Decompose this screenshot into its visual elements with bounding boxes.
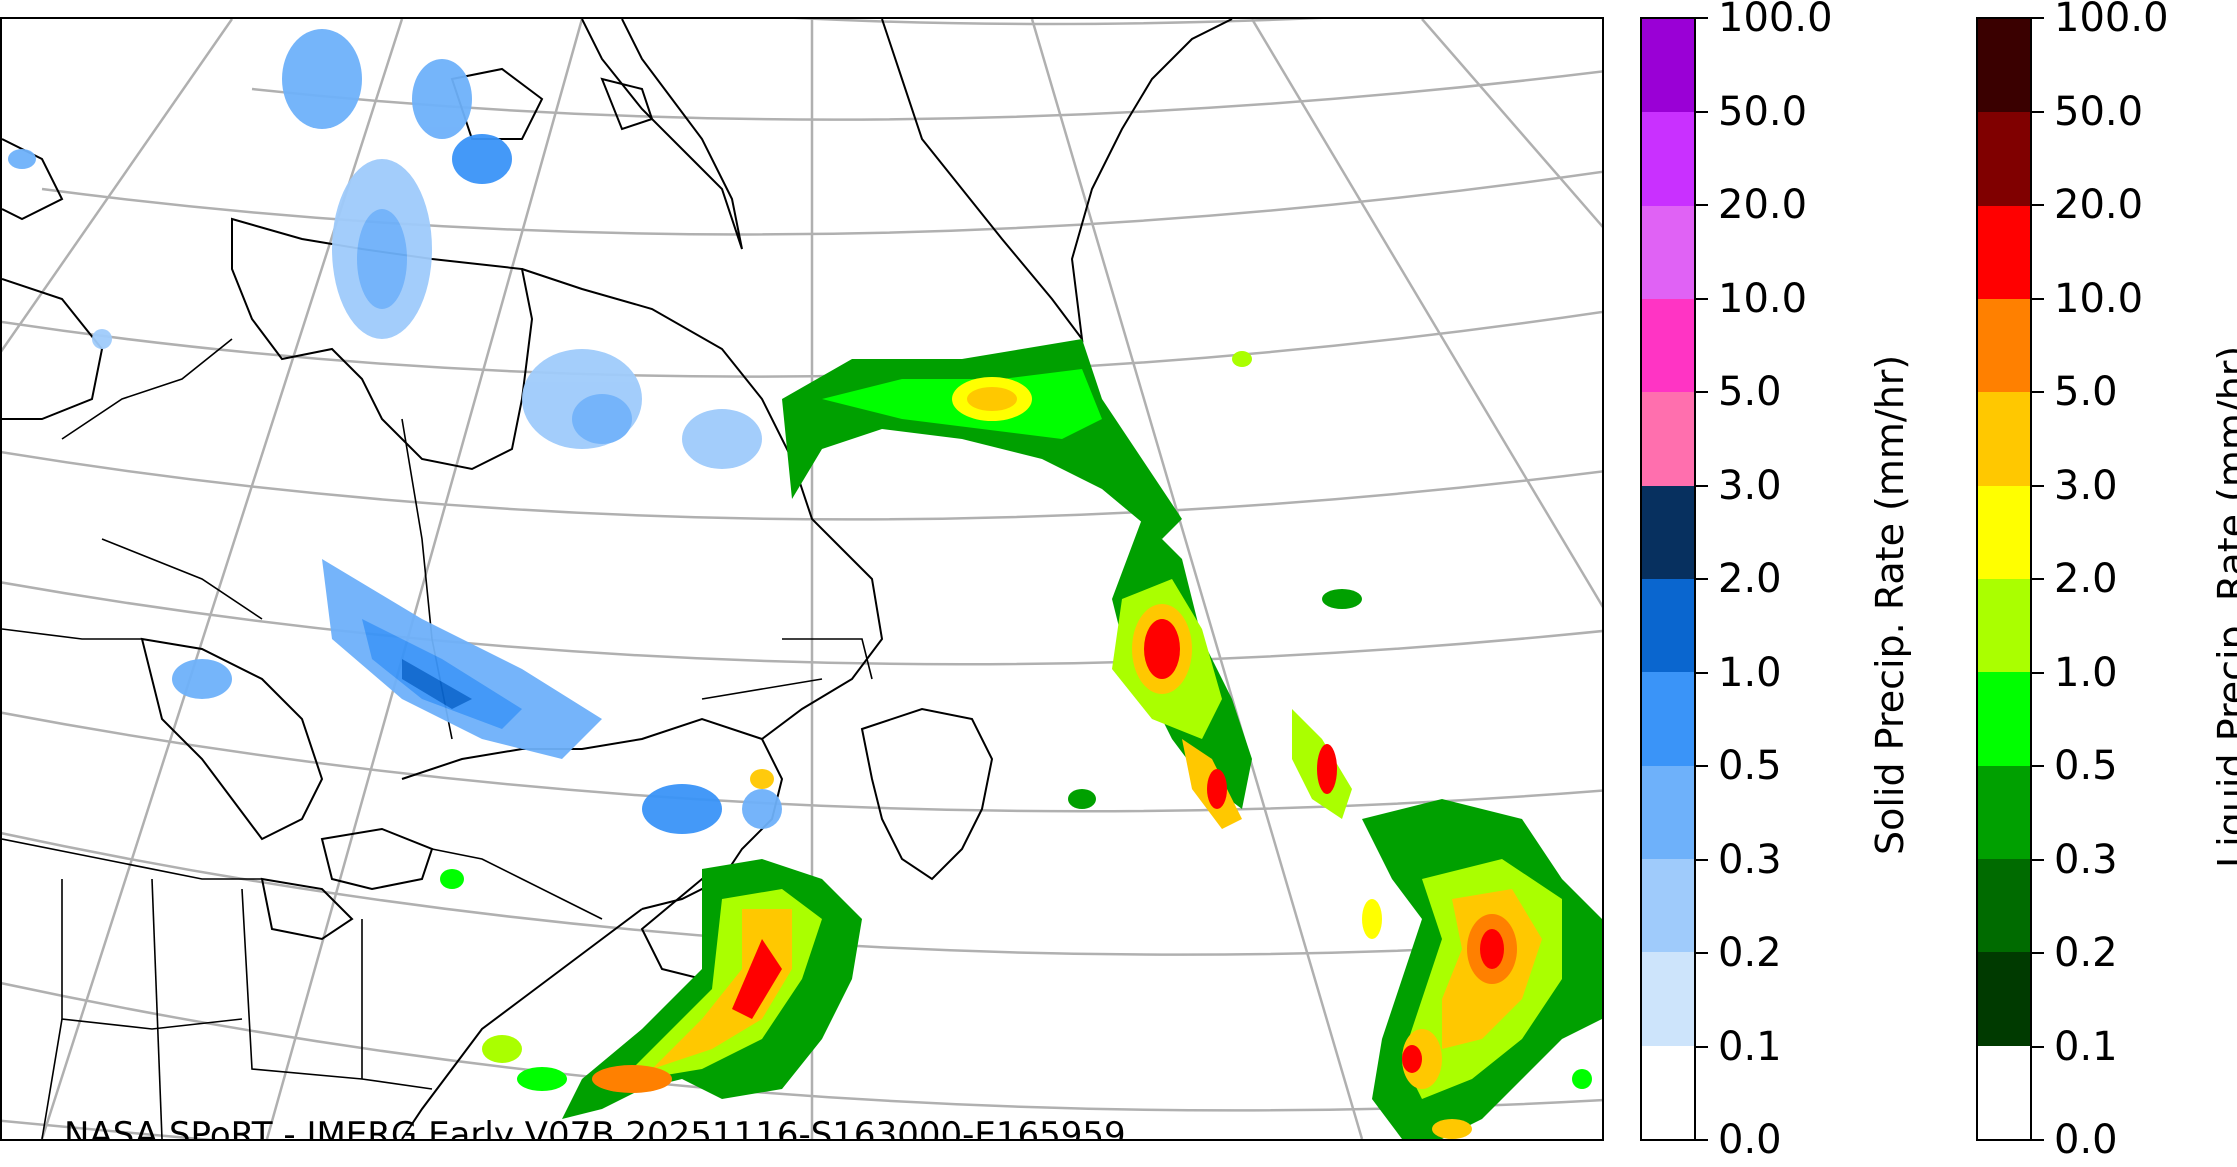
liquid-colorbar-tick-label: 0.2 <box>2054 930 2118 976</box>
liquid-colorbar-tick-label: 50.0 <box>2054 88 2144 135</box>
solid-colorbar-segment <box>1642 392 1694 486</box>
liquid-colorbar-ticks: 0.0 0.1 0.2 0.3 0.5 1.0 2.0 3.0 5.0 10.0 20.0 50.0 1… <box>2032 0 2169 1162</box>
liquid-colorbar-tick-label: 3.0 <box>2054 462 2118 509</box>
solid-colorbar-tick-label: 3.0 <box>1718 462 1782 509</box>
solid-colorbar-segment <box>1642 112 1694 206</box>
solid-colorbar-tick-label: 5.0 <box>1718 369 1782 415</box>
solid-colorbar-tick-label: 50.0 <box>1718 88 1808 135</box>
solid-colorbar-segment <box>1642 1045 1694 1139</box>
solid-precip-areas <box>8 29 782 834</box>
solid-colorbar-tick-label: 0.3 <box>1718 836 1782 883</box>
liquid-colorbar-segment <box>1978 579 2030 673</box>
solid-precip-colorbar <box>1640 17 1696 1141</box>
map-graphic <box>2 19 1602 1139</box>
liquid-colorbar-segment <box>1978 112 2030 206</box>
liquid-colorbar-segment <box>1978 1045 2030 1139</box>
solid-colorbar-label: Solid Precip. Rate (mm/hr) <box>1868 354 1912 855</box>
liquid-colorbar-segment <box>1978 205 2030 300</box>
liquid-colorbar-tick-label: 5.0 <box>2054 369 2118 415</box>
solid-colorbar-tick-label: 0.2 <box>1718 930 1782 976</box>
political-borders <box>2 338 873 1139</box>
liquid-precip-areas <box>440 339 1602 1139</box>
solid-colorbar-ticks: 0.0 0.1 0.2 0.3 0.5 1.0 2.0 3.0 5.0 10.0 20.0 50.0 1… <box>1696 0 1833 1162</box>
liquid-colorbar-segment <box>1978 952 2030 1046</box>
liquid-colorbar-tick-label: 1.0 <box>2054 649 2118 696</box>
liquid-colorbar-segment <box>1978 299 2030 393</box>
liquid-colorbar-segment <box>1978 19 2030 113</box>
liquid-colorbar-tick-label: 0.3 <box>2054 836 2118 883</box>
liquid-colorbar-tick-label: 20.0 <box>2054 182 2144 228</box>
solid-colorbar-tick-label: 2.0 <box>1718 556 1782 602</box>
solid-colorbar-tick-label: 0.1 <box>1718 1023 1782 1070</box>
liquid-colorbar-tick-label: 0.5 <box>2054 743 2118 789</box>
liquid-colorbar-tick-label: 0.1 <box>2054 1023 2118 1070</box>
liquid-colorbar-tick-label: 0.0 <box>2054 1117 2118 1163</box>
solid-colorbar-segment <box>1642 579 1694 673</box>
liquid-colorbar-segment <box>1978 672 2030 766</box>
solid-colorbar-segment <box>1642 205 1694 300</box>
solid-colorbar-segment <box>1642 765 1694 860</box>
coastlines <box>2 19 1233 1139</box>
solid-colorbar-segment <box>1642 19 1694 113</box>
solid-colorbar-tick-label: 20.0 <box>1718 182 1808 228</box>
solid-colorbar-tick-label: 100.0 <box>1718 0 1833 41</box>
liquid-colorbar-segment <box>1978 392 2030 486</box>
liquid-colorbar-segment <box>1978 765 2030 860</box>
solid-colorbar-tick-label: 0.5 <box>1718 743 1782 789</box>
liquid-colorbar-tick-label: 100.0 <box>2054 0 2169 41</box>
solid-colorbar-tick-label: 10.0 <box>1718 275 1808 322</box>
precipitation-map: NASA SPoRT - IMERG Early V07B 20251116-S… <box>0 17 1604 1141</box>
liquid-precip-colorbar <box>1976 17 2032 1141</box>
liquid-colorbar-tick-label: 2.0 <box>2054 556 2118 602</box>
liquid-colorbar-segment <box>1978 485 2030 580</box>
solid-colorbar-segment <box>1642 672 1694 766</box>
liquid-colorbar-tick-label: 10.0 <box>2054 275 2144 322</box>
caption-text: NASA SPoRT - IMERG Early V07B 20251116-S… <box>64 1115 1126 1141</box>
liquid-colorbar-segment <box>1978 859 2030 953</box>
solid-colorbar-segment <box>1642 299 1694 393</box>
liquid-colorbar-label: Liquid Precip. Rate (mm/hr) <box>2210 345 2237 868</box>
solid-colorbar-segment <box>1642 859 1694 953</box>
solid-colorbar-segment <box>1642 485 1694 580</box>
solid-colorbar-tick-label: 1.0 <box>1718 649 1782 696</box>
solid-colorbar-tick-label: 0.0 <box>1718 1117 1782 1163</box>
solid-colorbar-segment <box>1642 952 1694 1046</box>
